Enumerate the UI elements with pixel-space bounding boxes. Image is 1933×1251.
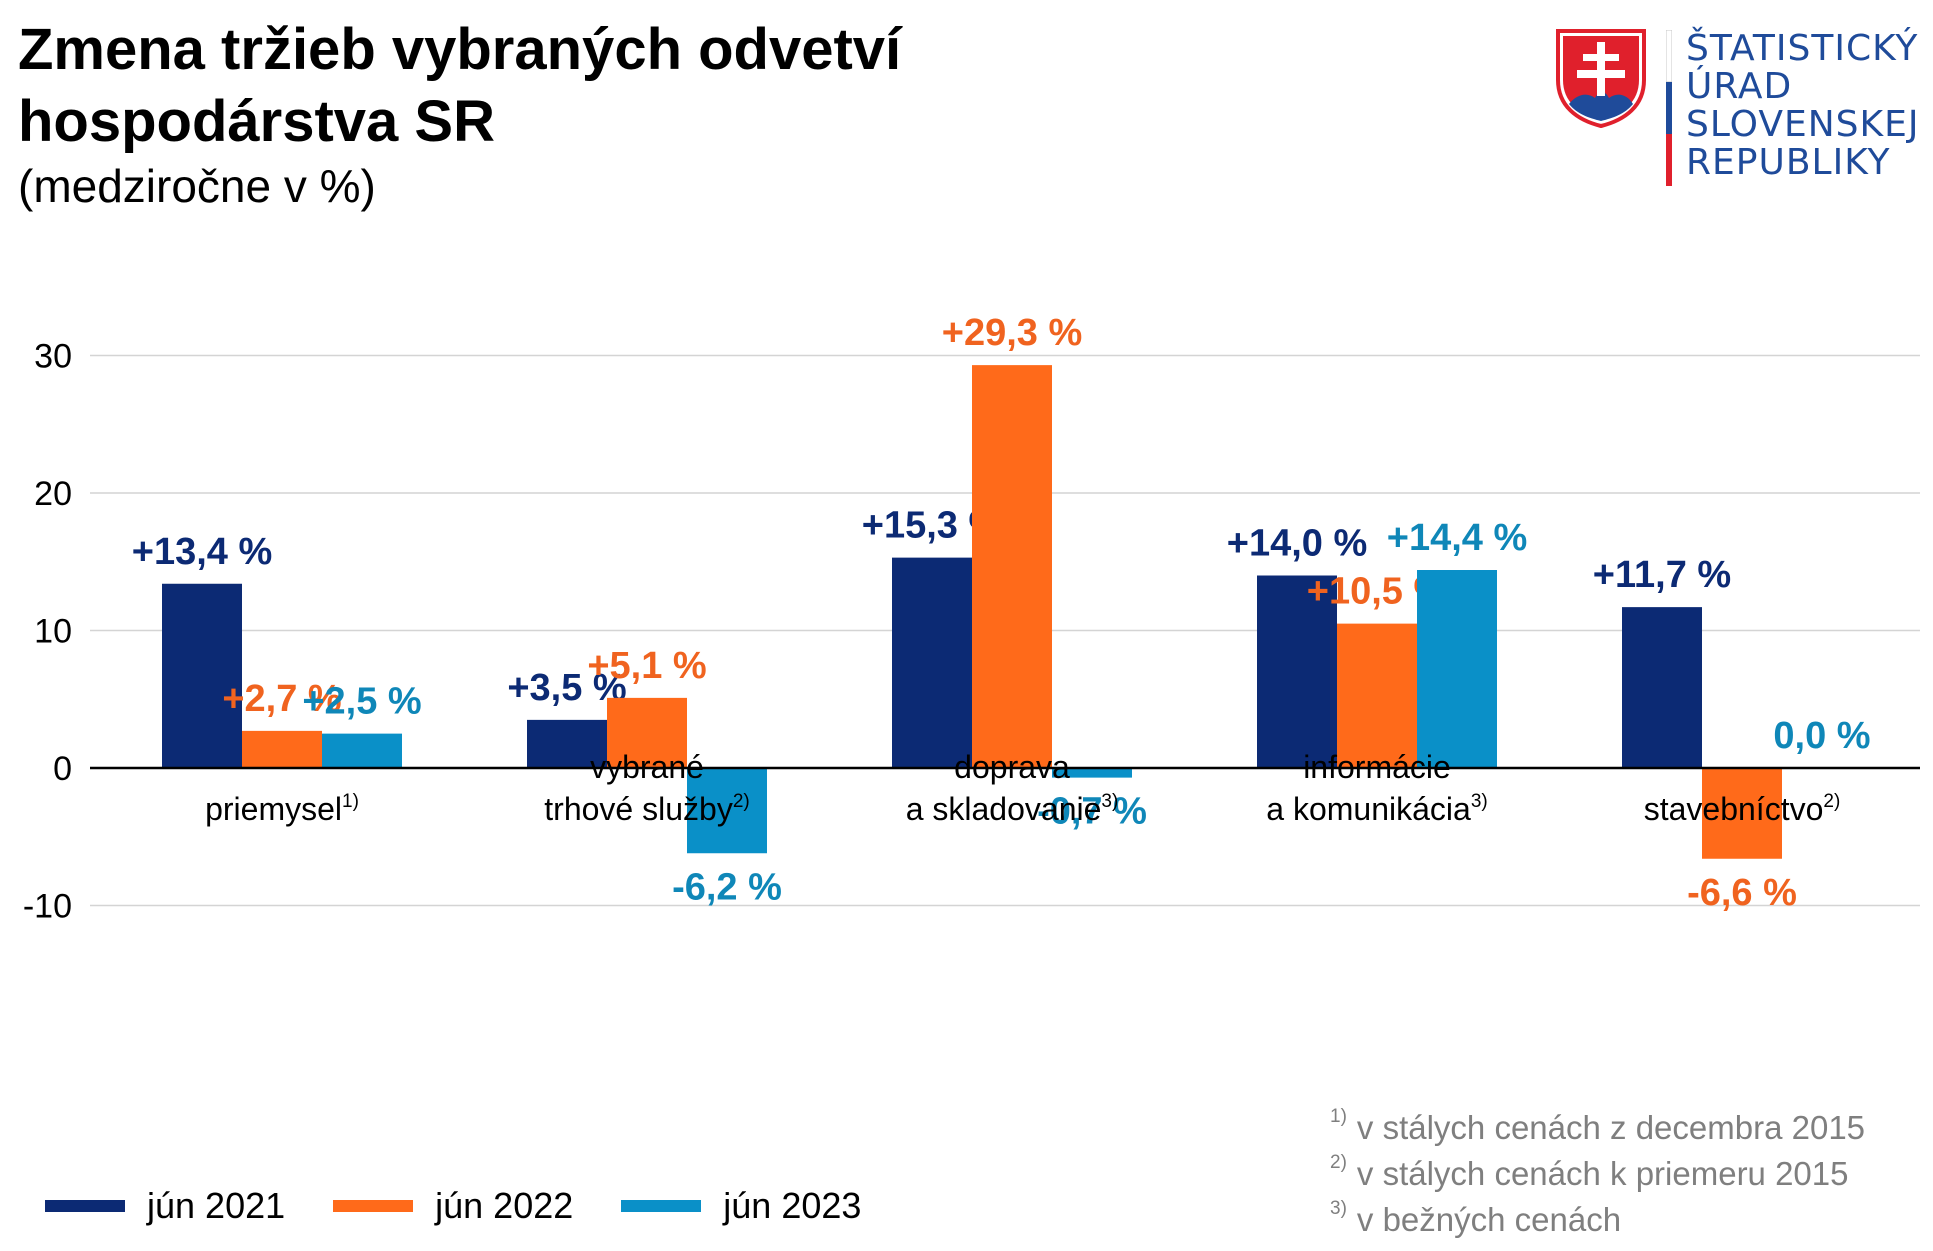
- data-label: 0,0 %: [1773, 715, 1870, 757]
- footnote: 2) v stálych cenách k priemeru 2015: [1330, 1151, 1910, 1197]
- category-label: stavebníctvo2): [1644, 791, 1841, 827]
- category-label: vybrané: [590, 749, 704, 785]
- legend-label: jún 2022: [435, 1185, 574, 1226]
- legend-label: jún 2023: [723, 1185, 862, 1226]
- data-label: +11,7 %: [1593, 554, 1731, 596]
- legend-item-jun-2023: jún 2023: [621, 1185, 861, 1227]
- bar: [242, 730, 322, 768]
- data-label: +3,5 %: [507, 667, 626, 709]
- data-label: -0,7 %: [1037, 791, 1147, 833]
- data-label: +5,1 %: [587, 645, 706, 687]
- chart-legend: jún 2021 jún 2022 jún 2023: [45, 1185, 909, 1227]
- footnote-text: v bežných cenách: [1356, 1201, 1622, 1238]
- bar: [322, 733, 402, 768]
- footnote: 1) v stálych cenách z decembra 2015: [1330, 1105, 1910, 1151]
- data-label: -6,2 %: [672, 866, 782, 908]
- y-tick-label: -10: [23, 888, 72, 926]
- category-label: a komunikácia3): [1266, 791, 1487, 827]
- footnotes: 1) v stálych cenách z decembra 2015 2) v…: [1330, 1105, 1910, 1243]
- bar: [892, 557, 972, 768]
- legend-item-jun-2022: jún 2022: [333, 1185, 573, 1227]
- bar: [1622, 607, 1702, 768]
- logo-line: ŠTATISTICKÝ: [1686, 28, 1919, 69]
- statistical-office-logo: ŠTATISTICKÝ ÚRAD SLOVENSKEJ REPUBLIKY: [1555, 28, 1918, 188]
- bar: [527, 719, 607, 768]
- data-label: +14,0 %: [1227, 523, 1368, 565]
- y-tick-label: 0: [53, 750, 72, 788]
- page-subtitle: (medziročne v %): [18, 160, 376, 212]
- bar: [162, 583, 242, 768]
- y-tick-label: 20: [34, 475, 72, 513]
- bar: [607, 697, 687, 768]
- category-label: doprava: [954, 749, 1070, 785]
- logo-line: REPUBLIKY: [1686, 142, 1891, 183]
- legend-label: jún 2021: [147, 1185, 286, 1226]
- footnote-mark: 1): [1330, 1106, 1347, 1127]
- bar: [972, 365, 1052, 768]
- logo-line: ÚRAD: [1686, 66, 1793, 107]
- bar: [1702, 768, 1782, 859]
- slovak-coat-of-arms-icon: [1556, 29, 1646, 128]
- bar: [1257, 575, 1337, 768]
- data-label: -6,6 %: [1687, 872, 1797, 914]
- data-label: +13,4 %: [132, 531, 273, 573]
- legend-swatch: [621, 1200, 702, 1212]
- category-label: priemysel1): [205, 791, 359, 827]
- y-tick-label: 30: [34, 338, 72, 376]
- footnote-mark: 2): [1330, 1152, 1347, 1173]
- logo-text: ŠTATISTICKÝ ÚRAD SLOVENSKEJ REPUBLIKY: [1686, 30, 1919, 182]
- bar: [1417, 570, 1497, 768]
- bar: [687, 768, 767, 854]
- data-label: +29,3 %: [942, 312, 1083, 354]
- data-label: +14,4 %: [1387, 517, 1528, 559]
- data-label: +2,7 %: [222, 678, 341, 720]
- footnote-text: v stálych cenách z decembra 2015: [1356, 1109, 1866, 1146]
- logo-divider: [1666, 30, 1672, 186]
- footnote: 3) v bežných cenách: [1330, 1197, 1910, 1243]
- bar: [1052, 768, 1132, 778]
- legend-swatch: [45, 1200, 125, 1212]
- legend-swatch: [333, 1200, 414, 1212]
- footnote-text: v stálych cenách k priemeru 2015: [1356, 1155, 1849, 1192]
- category-label: trhové služby2): [544, 791, 749, 827]
- category-label: a skladovanie3): [906, 791, 1119, 827]
- legend-item-jun-2021: jún 2021: [45, 1185, 285, 1227]
- data-label: +2,5 %: [302, 681, 421, 723]
- y-tick-label: 10: [34, 613, 72, 651]
- category-label: informácie: [1303, 749, 1451, 785]
- bar: [1337, 623, 1417, 768]
- page-title: Zmena tržieb vybraných odvetví hospodárs…: [18, 17, 902, 154]
- footnote-mark: 3): [1330, 1198, 1347, 1219]
- logo-line: SLOVENSKEJ: [1686, 104, 1920, 145]
